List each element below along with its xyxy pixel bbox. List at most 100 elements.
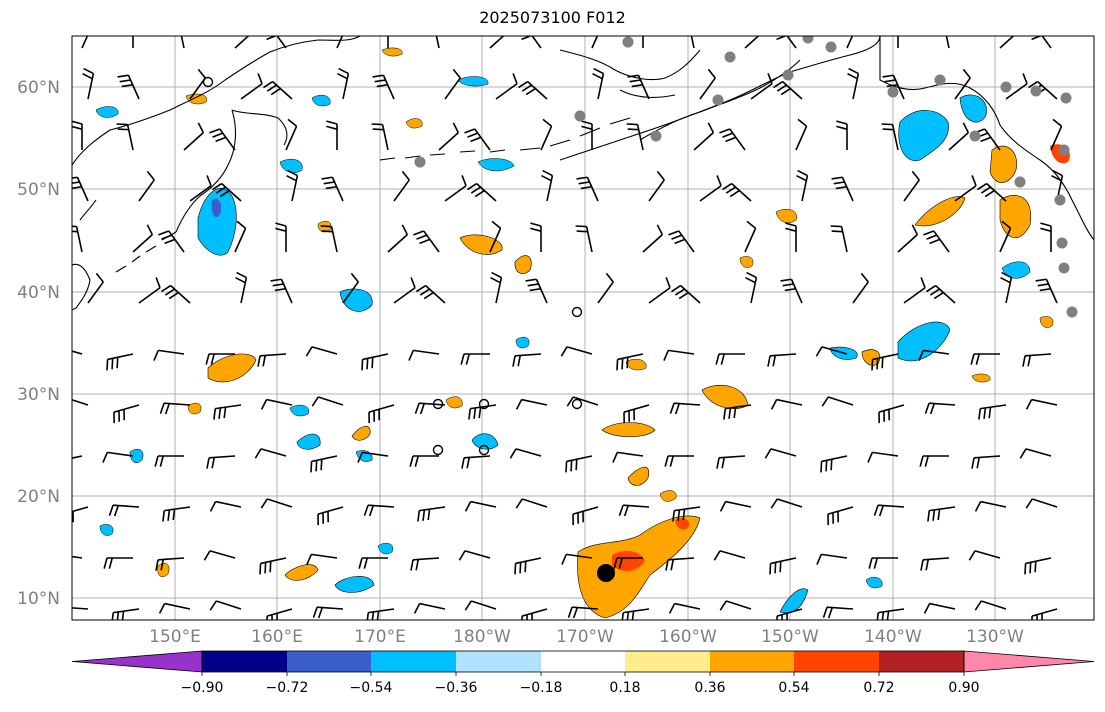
negative-area xyxy=(311,94,331,107)
wind-barb xyxy=(767,353,797,367)
station-marker xyxy=(802,36,814,44)
wind-barb xyxy=(489,36,505,49)
wind-barb xyxy=(665,557,695,571)
wind-barb xyxy=(744,220,757,253)
coastline-gulf-alaska xyxy=(879,36,1094,241)
positive-area xyxy=(989,145,1017,183)
colorbar-segment xyxy=(202,651,287,672)
longitude-label: 150°W xyxy=(761,627,819,647)
wind-barb xyxy=(1031,608,1058,620)
wind-barb xyxy=(918,349,950,361)
positive-area xyxy=(999,195,1032,238)
colorbar-tick-label: −0.72 xyxy=(266,680,309,696)
wind-barb xyxy=(836,120,848,150)
negative-area xyxy=(959,94,987,123)
wind-barb xyxy=(189,68,206,100)
wind-barb xyxy=(1035,278,1058,304)
wind-barb xyxy=(409,455,439,467)
wind-barb xyxy=(363,504,395,517)
wind-barb xyxy=(796,169,809,202)
colorbar-extend-min xyxy=(71,650,203,673)
station-marker xyxy=(1058,144,1070,156)
wind-barb xyxy=(873,504,905,517)
wind-barb xyxy=(161,284,191,304)
storm-center-marker xyxy=(597,564,615,582)
positive-area xyxy=(157,563,170,577)
wind-barb xyxy=(489,220,502,253)
station-marker xyxy=(1060,92,1072,104)
wind-barb xyxy=(106,353,134,371)
negative-area xyxy=(95,106,119,118)
wind-barb xyxy=(1024,557,1052,575)
wind-barb xyxy=(321,176,344,202)
wind-barb xyxy=(572,506,599,526)
wind-barb xyxy=(560,346,593,357)
wind-barb xyxy=(286,169,299,202)
negative-area xyxy=(129,449,144,463)
station-marker xyxy=(574,110,586,122)
wind-barb xyxy=(435,36,440,49)
wind-barb xyxy=(719,500,752,512)
wind-barb xyxy=(305,346,338,357)
calm-markers xyxy=(202,76,583,456)
wind-barb xyxy=(515,398,548,410)
wind-barb xyxy=(189,175,212,202)
wind-barb xyxy=(260,398,293,410)
positive-core xyxy=(675,518,690,530)
wind-barb xyxy=(592,67,605,100)
station-marker xyxy=(1056,237,1068,249)
station-marker xyxy=(1058,262,1070,274)
wind-barb xyxy=(541,169,554,202)
wind-barb xyxy=(113,404,140,424)
latitude-label: 10°N xyxy=(17,589,60,609)
wind-barb xyxy=(444,175,467,202)
negative-area xyxy=(515,336,530,349)
colorbar-tick-label: −0.90 xyxy=(181,680,224,696)
wind-barb xyxy=(387,224,409,253)
calm-circle xyxy=(432,444,444,456)
longitude-labels: 150°E 160°E 170°E 180°W 170°W 160°W 150°W 140°W… xyxy=(149,627,1024,647)
wind-barb xyxy=(852,272,869,304)
colorbar-segment xyxy=(456,651,541,672)
wind-barb xyxy=(72,120,83,150)
wind-barb xyxy=(312,606,344,619)
wind-barb xyxy=(954,68,971,100)
wind-barb xyxy=(464,600,497,611)
positive-area xyxy=(445,396,463,409)
wind-barb xyxy=(672,506,701,522)
colorbar-segment xyxy=(879,651,964,672)
wind-barb xyxy=(260,498,293,509)
colorbar-segment xyxy=(287,651,371,672)
wind-barb xyxy=(648,277,671,304)
coastline-kamchatka xyxy=(175,109,288,233)
wind-barb xyxy=(413,602,446,614)
wind-barb xyxy=(358,557,388,569)
positive-area xyxy=(284,564,319,581)
negative-area xyxy=(471,433,499,450)
wind-barb xyxy=(212,182,242,202)
wind-barb xyxy=(785,222,797,252)
wind-barb xyxy=(285,118,298,151)
wind-barb xyxy=(458,550,491,561)
wind-barb xyxy=(1019,448,1052,459)
wind-barb xyxy=(320,225,338,253)
wind-barb xyxy=(770,398,803,410)
wind-barb xyxy=(266,608,293,620)
positive-area xyxy=(739,256,754,268)
shaded-contours xyxy=(95,47,1070,619)
gridlines xyxy=(72,36,1094,620)
wind-barb xyxy=(357,451,389,463)
wind-barb xyxy=(366,608,395,620)
wind-barb xyxy=(576,176,599,202)
wind-barb xyxy=(82,67,95,100)
longitude-label: 150°E xyxy=(149,627,201,647)
wind-barb xyxy=(72,506,89,523)
wind-barb xyxy=(326,120,338,150)
negative-core xyxy=(211,198,222,218)
wind-barb xyxy=(205,353,235,365)
wind-barb xyxy=(234,220,247,253)
wind-barb xyxy=(361,353,389,371)
colorbar-segment xyxy=(371,651,456,672)
coastline-alaska-peninsula xyxy=(639,59,801,141)
